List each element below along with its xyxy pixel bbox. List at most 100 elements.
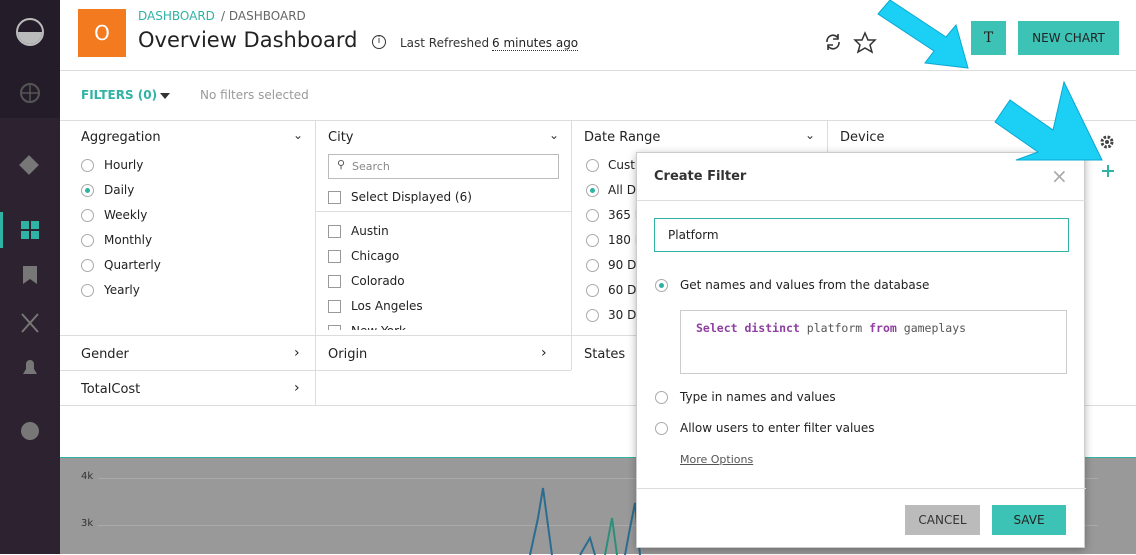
city-search[interactable] [328, 154, 559, 179]
collapsed-filter[interactable]: Origin [328, 347, 368, 362]
chevron[interactable]: › [541, 345, 547, 361]
y-tick-label: 4k [81, 471, 94, 482]
chevron[interactable]: ⌄ [805, 128, 816, 142]
divider [315, 120, 316, 405]
city-label[interactable]: New York [351, 324, 406, 330]
radio[interactable] [655, 422, 668, 435]
checkbox[interactable] [328, 300, 341, 313]
checkbox[interactable] [328, 325, 341, 330]
chevron[interactable]: ⌄ [293, 128, 304, 142]
option-label[interactable]: Hourly [104, 158, 144, 172]
dashboard-title: Overview Dashboard [138, 28, 358, 52]
collapsed-filter[interactable]: Gender [81, 347, 129, 362]
city-label[interactable]: Los Angeles [351, 299, 423, 313]
radio[interactable] [586, 309, 599, 322]
user-button[interactable]: T [971, 21, 1006, 55]
create-filter-modal: Create Filter × Platform Get names and v… [636, 152, 1086, 548]
divider [571, 120, 572, 370]
chevron[interactable]: › [294, 345, 300, 361]
close-button[interactable]: × [1051, 164, 1068, 188]
panel-title: Aggregation [81, 130, 161, 145]
radio[interactable] [81, 284, 94, 297]
option-label[interactable]: 365 D [608, 208, 644, 222]
radio[interactable] [655, 391, 668, 404]
y-tick-label: 3k [81, 518, 94, 529]
option-label[interactable]: Yearly [104, 283, 140, 297]
option-label[interactable]: Quarterly [104, 258, 161, 272]
city-list: Austin Chicago Colorado Los Angeles New York [316, 212, 571, 330]
radio[interactable] [586, 284, 599, 297]
checkbox[interactable] [328, 250, 341, 263]
radio[interactable] [81, 184, 94, 197]
divider [637, 200, 1086, 201]
option-label[interactable]: Allow users to enter filter values [680, 421, 875, 435]
collapsed-filter[interactable]: TotalCost [81, 382, 141, 397]
option-label[interactable]: Get names and values from the database [680, 278, 930, 292]
city-label[interactable]: Colorado [351, 274, 405, 288]
checkbox[interactable] [328, 275, 341, 288]
chevron[interactable]: › [294, 380, 300, 396]
name-input-value[interactable]: Platform [668, 228, 719, 242]
divider [60, 335, 1083, 336]
city-label[interactable]: Chicago [351, 249, 400, 263]
option-label[interactable]: 30 D [608, 308, 637, 322]
city-label[interactable]: Austin [351, 224, 389, 238]
option-label[interactable]: 60 D [608, 283, 637, 297]
option-label[interactable]: Monthly [104, 233, 153, 247]
option-label[interactable]: 90 D [608, 258, 637, 272]
refreshed-label: Last Refreshed [400, 36, 490, 50]
divider [60, 370, 571, 371]
modal-title: Create Filter [654, 169, 747, 184]
breadcrumb-root[interactable]: DASHBOARD [138, 9, 215, 23]
panel-actions[interactable] [1095, 132, 1125, 182]
panel-title: Date Range [584, 130, 661, 145]
sidebar-icons [0, 18, 44, 440]
more-options-link[interactable]: More Options [680, 453, 754, 466]
filters-status: No filters selected [200, 88, 309, 102]
radio[interactable] [81, 159, 94, 172]
filters-caret[interactable] [160, 93, 170, 99]
divider [60, 405, 1136, 406]
breadcrumb-current: / DASHBOARD [221, 9, 306, 23]
radio[interactable] [586, 159, 599, 172]
query-table: gameplays [903, 321, 967, 335]
filter-divider [60, 120, 1136, 121]
select-displayed[interactable]: Select Displayed (6) [351, 190, 472, 204]
query[interactable]: Select distinct platform from gameplays [696, 321, 966, 335]
header-divider [60, 70, 1136, 71]
search-placeholder: Search [352, 160, 390, 173]
radio[interactable] [655, 279, 668, 292]
option-label[interactable]: Weekly [104, 208, 148, 222]
radio[interactable] [586, 234, 599, 247]
query-box[interactable] [680, 310, 1067, 374]
radio[interactable] [586, 259, 599, 272]
checkbox[interactable] [328, 191, 341, 204]
radio[interactable] [81, 209, 94, 222]
option-label[interactable]: Type in names and values [680, 390, 836, 404]
option-label[interactable]: Daily [104, 183, 135, 197]
collapsed-filter[interactable]: States [584, 347, 626, 362]
save-button[interactable]: SAVE [992, 505, 1066, 535]
option-label[interactable]: 180 D [608, 233, 644, 247]
header-icons[interactable] [820, 28, 880, 56]
new-chart-button[interactable]: NEW CHART [1018, 21, 1119, 55]
option-label[interactable]: All D [608, 183, 636, 197]
divider [316, 211, 571, 212]
radio[interactable] [586, 184, 599, 197]
search-icon: ⚲ [337, 158, 346, 171]
radio[interactable] [81, 234, 94, 247]
name-input[interactable] [654, 218, 1069, 252]
filters-toggle[interactable]: FILTERS (0) [81, 88, 158, 102]
radio[interactable] [81, 259, 94, 272]
option-label[interactable]: Cust [608, 158, 635, 172]
cancel-button[interactable]: CANCEL [905, 505, 980, 535]
sidebar [0, 0, 60, 554]
checkbox[interactable] [328, 225, 341, 238]
info-icon[interactable]: i [372, 35, 386, 49]
grid-line [98, 525, 1098, 526]
chevron[interactable]: ⌄ [549, 128, 560, 142]
panel-title: City [328, 130, 354, 145]
radio[interactable] [586, 209, 599, 222]
dashboard-badge: O [78, 9, 126, 57]
